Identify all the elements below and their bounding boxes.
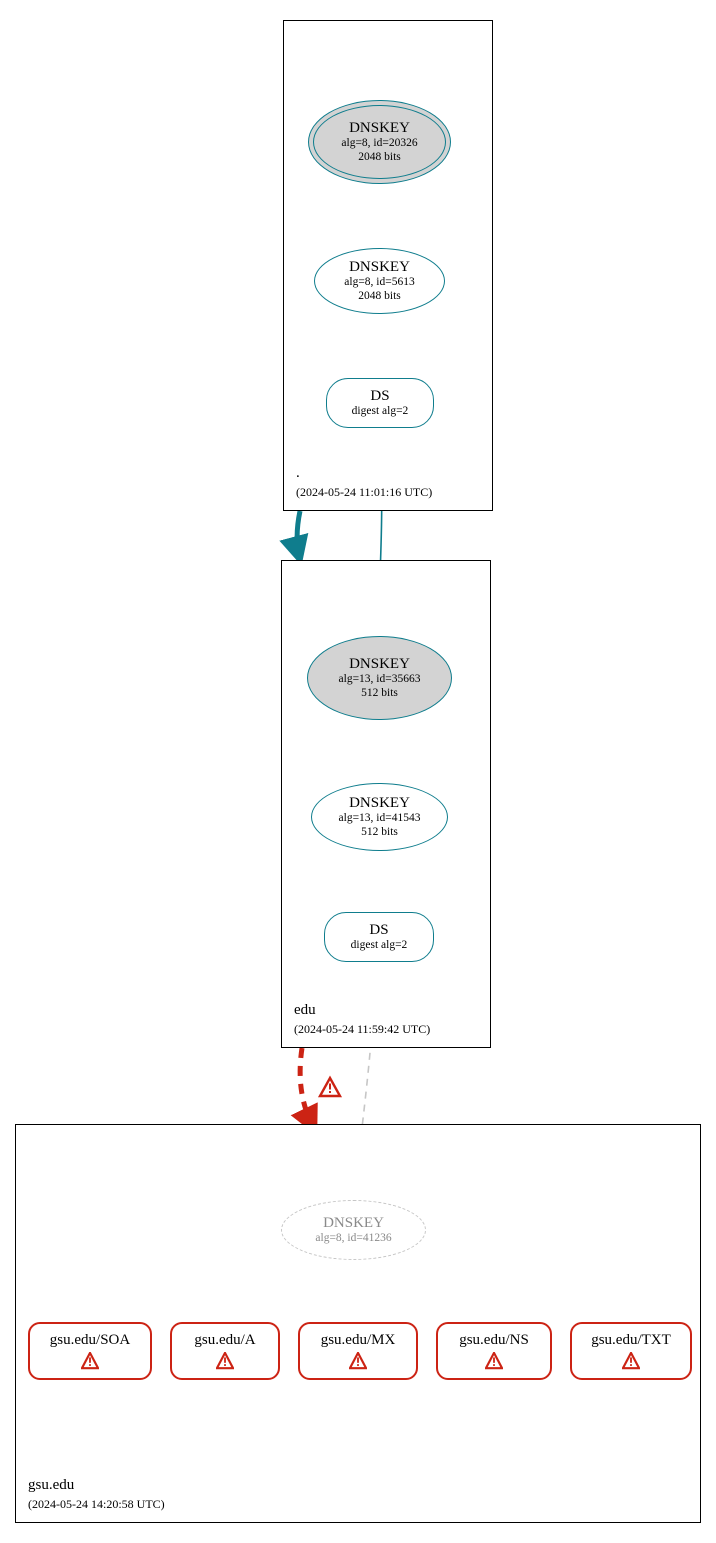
- warn-icon: [349, 1352, 367, 1370]
- rr-ns[interactable]: gsu.edu/NS: [436, 1322, 552, 1380]
- node-root-ds-title: DS: [370, 388, 389, 405]
- node-edu-zsk-title: DNSKEY: [349, 795, 410, 812]
- node-edu-ds[interactable]: DS digest alg=2: [324, 912, 434, 962]
- node-root-zsk-title: DNSKEY: [349, 259, 410, 276]
- node-edu-ds-l2: digest alg=2: [351, 939, 408, 952]
- node-gsu-key[interactable]: DNSKEY alg=8, id=41236: [281, 1200, 426, 1260]
- warn-icon-delegation: [320, 1078, 340, 1096]
- rr-a[interactable]: gsu.edu/A: [170, 1322, 280, 1380]
- rr-txt[interactable]: gsu.edu/TXT: [570, 1322, 692, 1380]
- node-root-ksk-l2: alg=8, id=20326: [341, 137, 417, 150]
- zone-gsu-timestamp: (2024-05-24 14:20:58 UTC): [28, 1497, 165, 1512]
- warn-icon: [81, 1352, 99, 1370]
- warn-icon: [622, 1352, 640, 1370]
- rr-txt-label: gsu.edu/TXT: [591, 1333, 671, 1348]
- zone-gsu-label: gsu.edu: [28, 1477, 74, 1494]
- node-edu-ksk[interactable]: DNSKEY alg=13, id=35663 512 bits: [307, 636, 452, 720]
- rr-mx-label: gsu.edu/MX: [321, 1333, 396, 1348]
- node-root-ds-l2: digest alg=2: [352, 405, 409, 418]
- rr-soa[interactable]: gsu.edu/SOA: [28, 1322, 152, 1380]
- node-edu-ksk-l2: alg=13, id=35663: [339, 673, 421, 686]
- node-root-zsk-l3: 2048 bits: [358, 290, 401, 303]
- node-root-ksk-l3: 2048 bits: [358, 151, 401, 164]
- node-root-zsk[interactable]: DNSKEY alg=8, id=5613 2048 bits: [314, 248, 445, 314]
- edge-deleg-edu-gsu-error: [300, 1048, 312, 1125]
- node-edu-ds-title: DS: [369, 922, 388, 939]
- rr-ns-label: gsu.edu/NS: [459, 1333, 529, 1348]
- node-edu-zsk-l3: 512 bits: [361, 826, 398, 839]
- node-edu-zsk[interactable]: DNSKEY alg=13, id=41543 512 bits: [311, 783, 448, 851]
- node-gsu-key-title: DNSKEY: [323, 1215, 384, 1232]
- node-root-ksk[interactable]: DNSKEY alg=8, id=20326 2048 bits: [308, 100, 451, 184]
- zone-root-timestamp: (2024-05-24 11:01:16 UTC): [296, 485, 432, 500]
- node-root-ds[interactable]: DS digest alg=2: [326, 378, 434, 428]
- node-edu-ksk-l3: 512 bits: [361, 687, 398, 700]
- zone-edu-label: edu: [294, 1002, 316, 1019]
- rr-soa-label: gsu.edu/SOA: [50, 1333, 130, 1348]
- node-root-ksk-title: DNSKEY: [349, 120, 410, 137]
- rr-a-label: gsu.edu/A: [194, 1333, 255, 1348]
- zone-root-label: .: [296, 465, 300, 482]
- node-root-zsk-l2: alg=8, id=5613: [344, 276, 414, 289]
- node-gsu-key-l2: alg=8, id=41236: [315, 1232, 391, 1245]
- warn-icon: [216, 1352, 234, 1370]
- zone-edu-timestamp: (2024-05-24 11:59:42 UTC): [294, 1022, 430, 1037]
- node-edu-zsk-l2: alg=13, id=41543: [339, 812, 421, 825]
- rr-mx[interactable]: gsu.edu/MX: [298, 1322, 418, 1380]
- node-edu-ksk-title: DNSKEY: [349, 656, 410, 673]
- diagram-canvas: . (2024-05-24 11:01:16 UTC) DNSKEY alg=8…: [0, 0, 716, 1543]
- edge-deleg-root-edu: [297, 511, 300, 560]
- warn-icon: [485, 1352, 503, 1370]
